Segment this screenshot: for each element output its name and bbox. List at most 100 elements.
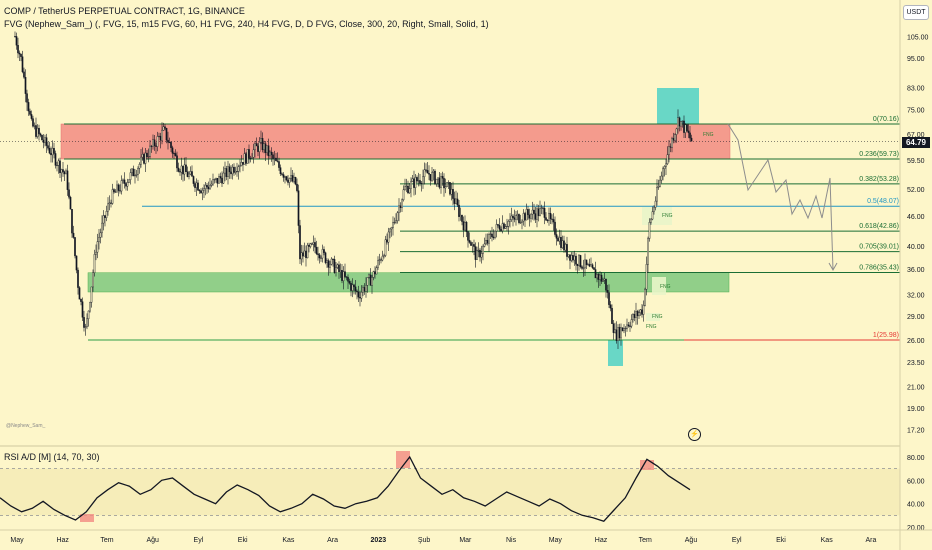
candle-body bbox=[15, 36, 18, 46]
candle-body bbox=[447, 182, 450, 184]
candle-body bbox=[554, 221, 556, 235]
candle-body bbox=[650, 218, 652, 223]
candle-body bbox=[432, 170, 435, 173]
candle-body bbox=[378, 259, 381, 261]
candle-body bbox=[84, 326, 87, 328]
candle-body bbox=[80, 298, 82, 302]
candle-body bbox=[633, 314, 636, 318]
indicator-legend[interactable]: FVG (Nephew_Sam_) (, FVG, 15, m15 FVG, 6… bbox=[4, 19, 489, 29]
candle-body bbox=[461, 215, 463, 222]
candle-body bbox=[213, 179, 216, 181]
candle-body bbox=[320, 257, 322, 259]
candle-body bbox=[209, 185, 211, 190]
candle-body bbox=[597, 274, 600, 280]
currency-button[interactable]: USDT bbox=[903, 5, 929, 20]
candle-body bbox=[342, 271, 345, 281]
candle-body bbox=[125, 183, 127, 187]
candle-body bbox=[323, 249, 325, 253]
candle-body bbox=[255, 143, 258, 147]
time-tick-14: Tem bbox=[639, 537, 652, 544]
candle-body bbox=[299, 225, 301, 260]
candle-body bbox=[669, 146, 672, 148]
time-tick-10: Mar bbox=[459, 537, 472, 544]
price-tick-1: 95.00 bbox=[907, 56, 925, 63]
candle-body bbox=[545, 217, 547, 221]
time-tick-1: Haz bbox=[56, 537, 69, 544]
candle-body bbox=[435, 178, 438, 185]
time-tick-11: Nis bbox=[506, 537, 517, 544]
candle-body bbox=[312, 242, 315, 245]
candle-body bbox=[173, 153, 175, 155]
candle-body bbox=[534, 213, 537, 220]
candle-body bbox=[279, 167, 282, 175]
candle-body bbox=[159, 135, 162, 141]
candle-body bbox=[686, 124, 688, 132]
candle-body bbox=[641, 309, 643, 315]
candle-body bbox=[347, 277, 349, 282]
candle-body bbox=[396, 212, 399, 221]
candle-body bbox=[99, 232, 102, 238]
candle-body bbox=[335, 267, 337, 273]
candle-body bbox=[249, 157, 252, 159]
fvg-tag-0: FNG bbox=[703, 132, 714, 138]
candle-body bbox=[500, 229, 502, 232]
candle-body bbox=[341, 270, 343, 281]
candle-body bbox=[455, 198, 457, 204]
rsi-legend[interactable]: RSI A/D [M] (14, 70, 30) bbox=[4, 452, 100, 462]
candle-body bbox=[168, 142, 171, 144]
candle-body bbox=[281, 173, 283, 175]
candle-body bbox=[671, 138, 673, 148]
candle-body bbox=[14, 36, 16, 38]
candle-body bbox=[45, 137, 48, 146]
candle-body bbox=[369, 274, 372, 286]
candle-body bbox=[201, 189, 204, 194]
rsi-tick-2: 40.00 bbox=[907, 502, 925, 509]
candle-body bbox=[314, 242, 316, 248]
candle-body bbox=[47, 145, 49, 149]
candle-body bbox=[495, 224, 498, 232]
candle-body bbox=[120, 180, 123, 192]
time-tick-9: Şub bbox=[418, 537, 431, 544]
price-tick-14: 21.00 bbox=[907, 384, 925, 391]
candle-body bbox=[372, 271, 375, 278]
candle-body bbox=[371, 277, 373, 286]
candle-body bbox=[98, 237, 100, 242]
candle-body bbox=[381, 255, 384, 261]
price-tick-9: 36.00 bbox=[907, 267, 925, 274]
candle-body bbox=[354, 286, 357, 292]
candle-body bbox=[377, 260, 379, 268]
candle-body bbox=[411, 178, 414, 182]
candle-body bbox=[203, 188, 205, 191]
candle-body bbox=[602, 279, 604, 282]
candle-body bbox=[405, 185, 408, 188]
candle-body bbox=[57, 160, 60, 166]
candle-body bbox=[674, 134, 676, 141]
lightning-icon[interactable]: ⚡ bbox=[688, 428, 701, 441]
candle-body bbox=[285, 176, 288, 181]
candle-body bbox=[533, 209, 535, 214]
candle-body bbox=[588, 264, 591, 267]
candle-body bbox=[560, 237, 562, 248]
candle-body bbox=[380, 259, 382, 261]
candle-body bbox=[668, 146, 670, 155]
fvg-box-1 bbox=[652, 277, 666, 295]
candle-body bbox=[264, 143, 267, 153]
candle-body bbox=[636, 311, 639, 317]
candle-body bbox=[605, 278, 607, 291]
candle-body bbox=[191, 171, 193, 177]
candle-body bbox=[254, 143, 256, 151]
candle-body bbox=[189, 171, 192, 175]
candle-body bbox=[132, 168, 135, 177]
candle-body bbox=[572, 255, 574, 261]
candle-body bbox=[339, 270, 342, 273]
candle-body bbox=[489, 233, 492, 235]
fib-label-0.786: 0.786(35.43) bbox=[859, 265, 899, 272]
candle-body bbox=[471, 244, 474, 246]
candle-body bbox=[366, 277, 369, 286]
candle-body bbox=[504, 226, 507, 229]
fib-label-0: 0(70.16) bbox=[873, 116, 899, 123]
candle-body bbox=[357, 291, 360, 298]
candle-body bbox=[473, 244, 475, 247]
projection-arrow bbox=[828, 262, 838, 272]
